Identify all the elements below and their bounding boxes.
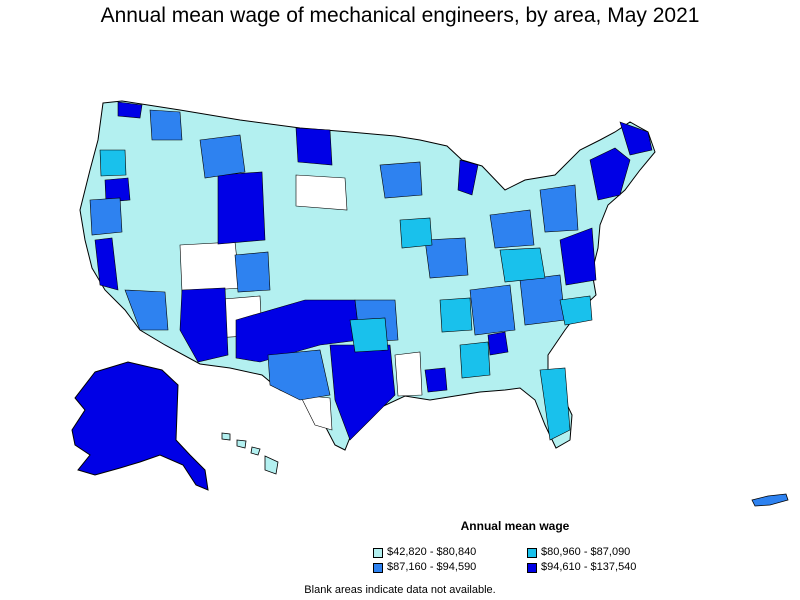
legend-title: Annual mean wage <box>460 519 570 533</box>
wage-regions <box>89 101 653 441</box>
puerto-rico <box>751 493 789 507</box>
legend-swatch <box>527 547 537 558</box>
legend-label: $42,820 - $80,840 <box>387 546 477 558</box>
map-title: Annual mean wage of mechanical engineers… <box>100 4 700 27</box>
legend-swatch <box>373 562 383 573</box>
legend-item-2: $80,960 - $87,090 <box>527 546 630 559</box>
legend-swatch <box>527 562 537 573</box>
legend-label: $87,160 - $94,590 <box>387 561 477 573</box>
legend-item-4: $94,610 - $137,540 <box>527 561 636 574</box>
alaska <box>71 361 209 491</box>
hawaii <box>221 432 279 475</box>
legend-swatch <box>373 547 383 558</box>
legend-label: $94,610 - $137,540 <box>541 561 637 573</box>
legend-item-1: $42,820 - $80,840 <box>373 546 476 559</box>
legend-label: $80,960 - $87,090 <box>541 546 631 558</box>
data-availability-note: Blank areas indicate data not available. <box>304 584 496 596</box>
legend-item-3: $87,160 - $94,590 <box>373 561 476 574</box>
